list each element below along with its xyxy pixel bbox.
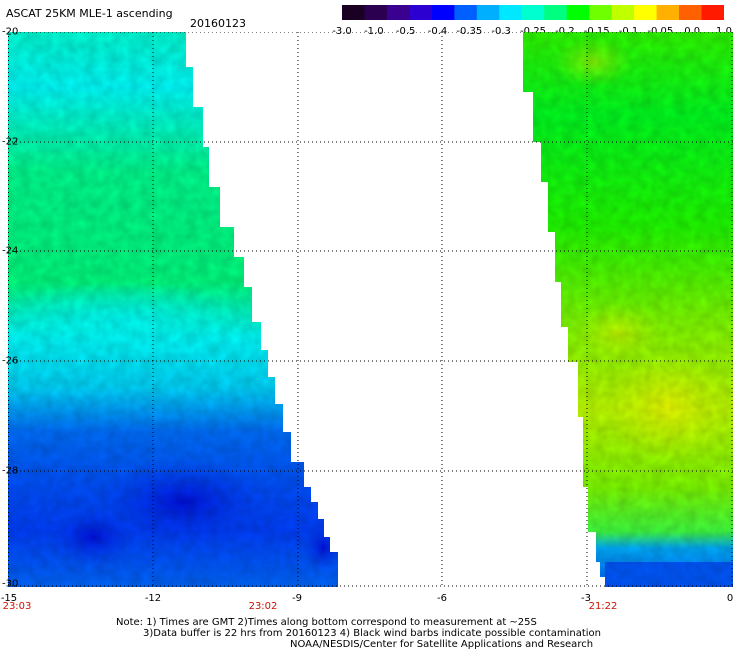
- color-swatch: [499, 5, 523, 20]
- color-scale-label: -0.4: [427, 26, 448, 37]
- lon-label: -15: [0, 593, 18, 604]
- color-swatch: [566, 5, 590, 20]
- time-label: 21:22: [588, 601, 618, 612]
- lon-label: -6: [437, 593, 447, 604]
- color-swatch: [544, 5, 568, 20]
- right-swath: [523, 32, 733, 587]
- note-line-1: Note: 1) Times are GMT 2)Times along bot…: [116, 617, 537, 628]
- grid-lines: [8, 32, 733, 587]
- color-swatch: [701, 5, 725, 20]
- lon-label: -3: [581, 593, 591, 604]
- color-scale-label: -0.5: [395, 26, 416, 37]
- lat-label: -28: [2, 465, 19, 477]
- lon-label: -12: [144, 593, 162, 604]
- color-swatch: [342, 5, 366, 20]
- time-label: 23:02: [248, 601, 278, 612]
- lon-label: 0: [726, 593, 734, 604]
- color-swatch: [679, 5, 703, 20]
- color-scale-label: -3.0: [332, 26, 352, 37]
- lat-label: -22: [2, 136, 19, 148]
- note-line-2: 3)Data buffer is 22 hrs from 20160123 4)…: [143, 628, 601, 639]
- color-scale-label: -0.35: [456, 26, 483, 37]
- color-swatch: [431, 5, 455, 20]
- color-swatch: [364, 5, 388, 20]
- lat-label: -20: [2, 26, 19, 38]
- color-swatch: [454, 5, 478, 20]
- color-scale-label: -1.0: [364, 26, 384, 37]
- color-swatch: [476, 5, 500, 20]
- left-swath: [8, 32, 338, 587]
- map-date: 20160123: [190, 17, 246, 30]
- swath-map: [8, 32, 733, 587]
- note-credit: NOAA/NESDIS/Center for Satellite Applica…: [290, 639, 594, 650]
- color-swatch: [589, 5, 613, 20]
- map-title: ASCAT 25KM MLE-1 ascending: [6, 7, 173, 20]
- lat-label: -26: [2, 355, 19, 367]
- color-swatch: [386, 5, 411, 20]
- lon-label: -9: [292, 593, 302, 604]
- color-swatch: [409, 5, 433, 20]
- color-scale-bar: [342, 5, 725, 20]
- color-swatch: [656, 5, 680, 20]
- color-swatch: [521, 5, 545, 20]
- color-swatch: [611, 5, 635, 20]
- time-label: 23:03: [2, 601, 32, 612]
- color-scale-label: -0.3: [491, 26, 511, 37]
- lat-label: -30: [2, 578, 19, 590]
- color-swatch: [634, 5, 658, 20]
- lat-label: -24: [2, 245, 19, 257]
